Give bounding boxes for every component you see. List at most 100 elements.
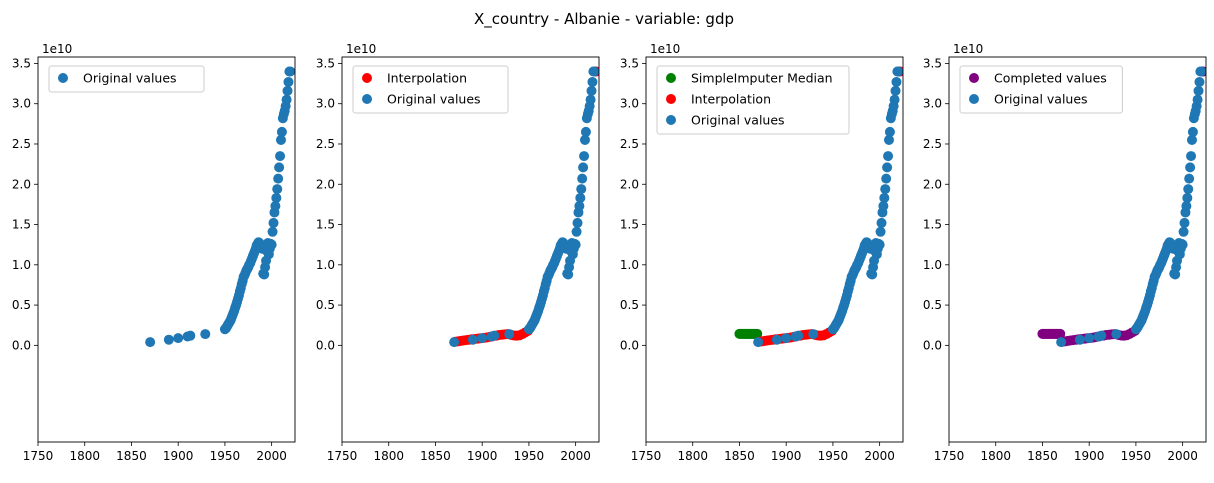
data-point [587, 76, 598, 87]
data-point [1186, 151, 1197, 162]
series-original-values [1056, 66, 1206, 348]
chart-panel-3: 1750 1800 1850 1900 1950 2000 0.0 0.5 1.0 1.5 2.0 2… [620, 42, 904, 463]
x-tick-label: 1900 [163, 449, 194, 463]
x-tick-label: 2000 [864, 449, 895, 463]
data-point [577, 173, 588, 184]
data-point [1074, 334, 1085, 345]
data-point [874, 239, 885, 250]
series-simpleimputer-median [734, 328, 763, 339]
data-point [893, 66, 903, 77]
x-tick-label: 1850 [724, 449, 755, 463]
data-point [273, 173, 284, 184]
data-point [883, 151, 894, 162]
data-point [1055, 328, 1066, 339]
data-point [878, 201, 889, 212]
data-point [270, 201, 281, 212]
data-point [274, 162, 285, 173]
y-tick-label: 2.5 [923, 137, 942, 151]
data-point [267, 226, 278, 237]
data-point [1193, 85, 1204, 96]
data-point [579, 134, 590, 145]
axes-frame [948, 56, 1207, 443]
y-tick-label: 3.0 [923, 97, 942, 111]
axes-frame [645, 56, 904, 443]
y-offset-label: 1e10 [346, 42, 376, 56]
data-point [1185, 162, 1196, 173]
legend: Interpolation Original values [352, 65, 509, 114]
y-tick-label: 0.5 [12, 298, 31, 312]
axes-frame [37, 56, 296, 443]
data-point [200, 329, 211, 340]
data-point [1056, 337, 1067, 348]
x-tick-label: 1900 [1074, 449, 1105, 463]
y-tick-label: 0.0 [620, 338, 639, 352]
data-point [1096, 330, 1107, 341]
series-original-values [753, 66, 903, 348]
x-tick-label: 1850 [420, 449, 451, 463]
y-tick-label: 0.5 [923, 298, 942, 312]
data-point [1084, 333, 1095, 344]
data-point [1182, 192, 1193, 203]
data-point [585, 94, 596, 105]
series-original-values [449, 66, 599, 348]
x-tick-label: 1800 [980, 449, 1011, 463]
data-point [1192, 94, 1203, 105]
data-point [266, 239, 277, 250]
y-tick-label: 2.5 [316, 137, 335, 151]
x-tick-label: 1950 [210, 449, 241, 463]
legend-label: Original values [83, 71, 177, 86]
data-point [891, 76, 902, 87]
chart-panel-2: 1750 1800 1850 1900 1950 2000 0.0 0.5 1.0 1.5 2.0 2… [316, 42, 600, 463]
data-point [1177, 239, 1188, 250]
data-point [1111, 329, 1122, 340]
legend-box [959, 65, 1123, 114]
data-point [793, 330, 804, 341]
data-point [276, 126, 287, 137]
data-point [271, 192, 282, 203]
data-point [570, 239, 581, 250]
y-tick-label: 0.0 [316, 338, 335, 352]
data-point [576, 184, 587, 195]
y-tick-label: 1.0 [12, 258, 31, 272]
x-tick-label: 2000 [560, 449, 591, 463]
y-tick-label: 0.5 [316, 298, 335, 312]
legend-label: Original values [994, 92, 1088, 107]
data-point [875, 226, 886, 237]
data-point [489, 330, 500, 341]
y-tick-label: 1.5 [12, 218, 31, 232]
legend-label: Original values [691, 113, 785, 128]
legend-marker [362, 94, 372, 104]
x-tick-label: 1750 [631, 449, 662, 463]
data-point [884, 126, 895, 137]
y-tick-label: 2.5 [12, 137, 31, 151]
data-point [580, 126, 591, 137]
x-tick-label: 1950 [514, 449, 545, 463]
data-point [268, 217, 279, 228]
data-point [145, 337, 156, 348]
data-point [285, 66, 295, 77]
legend: Completed values Original values [959, 65, 1123, 114]
data-point [882, 162, 893, 173]
x-tick-label: 1900 [771, 449, 802, 463]
data-point [449, 337, 460, 348]
figure-title: X_country - Albanie - variable: gdp [474, 10, 734, 29]
data-point [879, 192, 890, 203]
legend-label: Interpolation [387, 71, 467, 86]
legend-box [656, 65, 850, 135]
legend-label: SimpleImputer Median [691, 71, 833, 86]
x-tick-label: 1750 [23, 449, 54, 463]
legend-label: Completed values [994, 71, 1107, 86]
y-tick-label: 3.0 [316, 97, 335, 111]
y-tick-label: 1.5 [620, 218, 639, 232]
data-point [753, 337, 764, 348]
y-tick-label: 0.5 [620, 298, 639, 312]
y-tick-label: 0.0 [12, 338, 31, 352]
y-tick-label: 2.0 [923, 177, 942, 191]
data-point [1184, 173, 1195, 184]
data-point [752, 328, 763, 339]
data-point [283, 76, 294, 87]
legend-marker [362, 73, 372, 83]
data-point [467, 334, 478, 345]
data-point [771, 334, 782, 345]
x-tick-label: 2000 [1167, 449, 1198, 463]
